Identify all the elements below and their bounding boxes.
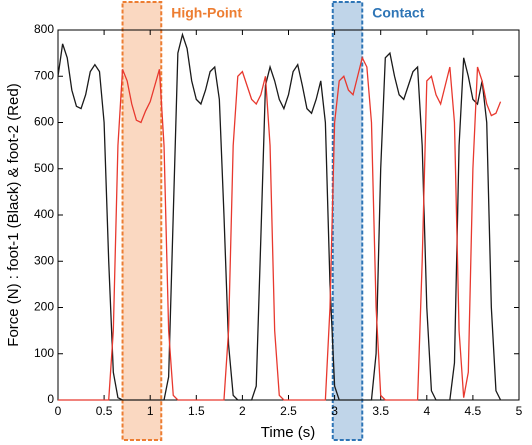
y-tick-label: 600 bbox=[34, 115, 54, 129]
y-tick-label: 400 bbox=[34, 207, 54, 221]
y-tick-label: 800 bbox=[34, 22, 54, 36]
y-tick-label: 200 bbox=[34, 300, 54, 314]
annotation-band bbox=[331, 1, 364, 441]
y-tick-label: 300 bbox=[34, 253, 54, 267]
annotation-band bbox=[121, 1, 163, 441]
y-tick-label: 500 bbox=[34, 161, 54, 175]
x-tick-label: 3.5 bbox=[372, 404, 389, 418]
y-tick-label: 0 bbox=[47, 392, 54, 406]
series-line bbox=[58, 55, 502, 401]
x-tick-label: 0.5 bbox=[96, 404, 113, 418]
annotation-label: High-Point bbox=[171, 5, 242, 21]
x-tick-label: 2.5 bbox=[280, 404, 297, 418]
series-line bbox=[57, 32, 502, 401]
x-tick-label: 4 bbox=[423, 404, 430, 418]
y-axis-label: Force (N) : foot-1 (Black) & foot-2 (Red… bbox=[5, 83, 22, 346]
x-tick-label: 1 bbox=[147, 404, 154, 418]
annotation-label: Contact bbox=[372, 5, 424, 21]
x-tick-label: 5 bbox=[516, 404, 523, 418]
x-tick-label: 1.5 bbox=[188, 404, 205, 418]
x-axis-label: Time (s) bbox=[261, 424, 315, 441]
x-tick-label: 3 bbox=[331, 404, 338, 418]
x-tick-label: 2 bbox=[239, 404, 246, 418]
y-tick-label: 700 bbox=[34, 68, 54, 82]
x-tick-label: 4.5 bbox=[465, 404, 482, 418]
x-tick-label: 0 bbox=[55, 404, 62, 418]
y-tick-label: 100 bbox=[34, 346, 54, 360]
